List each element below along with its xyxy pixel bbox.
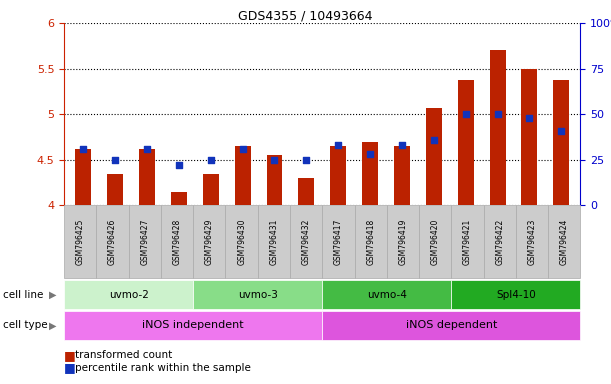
Text: GSM796429: GSM796429 [205,219,214,265]
Text: GSM796426: GSM796426 [108,219,117,265]
Text: ▶: ▶ [49,290,56,300]
Text: iNOS independent: iNOS independent [142,320,244,331]
Bar [331,146,346,205]
Point [525,115,535,121]
Text: GSM796418: GSM796418 [366,219,375,265]
Point [461,111,470,118]
Text: GSM796420: GSM796420 [431,219,440,265]
Text: GSM796432: GSM796432 [302,219,310,265]
Text: GSM796427: GSM796427 [141,219,149,265]
Point [365,151,375,157]
Point [334,142,343,148]
Text: GSM796425: GSM796425 [76,219,85,265]
Bar [298,178,314,205]
Text: uvmo-3: uvmo-3 [238,290,278,300]
Text: uvmo-4: uvmo-4 [367,290,407,300]
Point [301,157,311,163]
Point [557,127,566,134]
Bar [362,142,378,205]
Text: cell type: cell type [3,320,48,331]
Point [238,146,247,152]
Point [174,162,184,169]
Text: Spl4-10: Spl4-10 [496,290,536,300]
Point [269,157,279,163]
Point [110,157,120,163]
Text: GSM796423: GSM796423 [527,219,536,265]
Bar [139,149,155,205]
Text: GDS4355 / 10493664: GDS4355 / 10493664 [238,10,373,23]
Point [206,157,216,163]
Bar [426,108,442,205]
Bar [554,79,569,205]
Text: iNOS dependent: iNOS dependent [406,320,497,331]
Bar [203,174,219,205]
Bar [75,149,91,205]
Text: transformed count: transformed count [75,350,172,360]
Text: GSM796419: GSM796419 [398,219,408,265]
Text: percentile rank within the sample: percentile rank within the sample [75,363,251,373]
Bar [171,192,187,205]
Bar [489,50,505,205]
Text: GSM796421: GSM796421 [463,219,472,265]
Point [397,142,407,148]
Bar [235,146,251,205]
Text: uvmo-2: uvmo-2 [109,290,148,300]
Bar [394,146,410,205]
Text: cell line: cell line [3,290,43,300]
Point [78,146,88,152]
Text: GSM796424: GSM796424 [560,219,569,265]
Bar [522,69,538,205]
Text: GSM796428: GSM796428 [172,219,181,265]
Point [492,111,502,118]
Bar [107,174,123,205]
Text: ▶: ▶ [49,320,56,331]
Bar [266,155,282,205]
Text: GSM796422: GSM796422 [496,219,504,265]
Text: ■: ■ [64,361,76,374]
Text: ■: ■ [64,349,76,362]
Text: GSM796431: GSM796431 [269,219,279,265]
Text: GSM796430: GSM796430 [237,218,246,265]
Point [429,137,439,143]
Bar [458,79,474,205]
Text: GSM796417: GSM796417 [334,219,343,265]
Point [142,146,152,152]
